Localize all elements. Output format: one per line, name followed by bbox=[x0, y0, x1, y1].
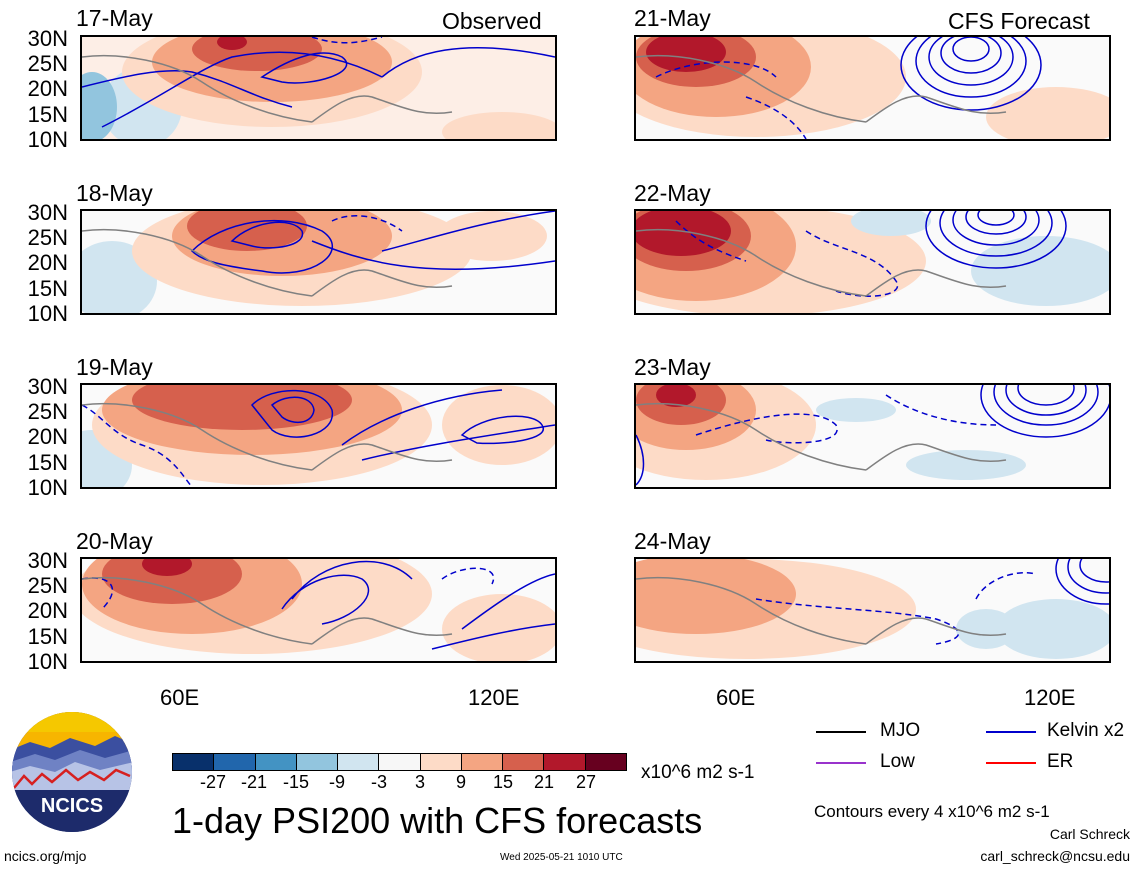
lat-label: 20N bbox=[27, 598, 68, 623]
lon-label: 120E bbox=[1024, 685, 1076, 710]
colorbar-tick: 9 bbox=[455, 772, 467, 792]
colorbar-swatch bbox=[173, 754, 214, 770]
panel-date: 24-May bbox=[634, 528, 711, 554]
colorbar-swatch bbox=[584, 754, 626, 770]
lon-label: 60E bbox=[716, 685, 756, 710]
colorbar-tick: 27 bbox=[575, 772, 597, 792]
panel-date: 23-May bbox=[634, 354, 711, 380]
legend-label-low: Low bbox=[880, 751, 915, 772]
lat-label: 25N bbox=[27, 51, 68, 76]
colorbar-tick: 15 bbox=[492, 772, 514, 792]
lat-label: 15N bbox=[27, 624, 68, 649]
map-21-may bbox=[634, 35, 1111, 141]
legend-label-mjo: MJO bbox=[880, 720, 921, 741]
map-18-may bbox=[80, 209, 557, 315]
colorbar-tick: -21 bbox=[240, 772, 268, 792]
panel-date: 17-May bbox=[76, 5, 153, 31]
lat-label: 20N bbox=[27, 424, 68, 449]
colorbar-swatch bbox=[213, 754, 255, 770]
legend-line-kelvin bbox=[986, 731, 1036, 733]
lat-label: 10N bbox=[27, 301, 68, 326]
colorbar-swatches bbox=[172, 753, 627, 771]
author-email[interactable]: carl_schreck@ncsu.edu bbox=[980, 848, 1130, 864]
colorbar-tick: 3 bbox=[414, 772, 426, 792]
lat-label: 30N bbox=[27, 374, 68, 399]
lat-label: 15N bbox=[27, 276, 68, 301]
colorbar-units: x10^6 m2 s-1 bbox=[641, 762, 755, 783]
colorbar-swatch bbox=[502, 754, 544, 770]
map-20-may bbox=[80, 557, 557, 663]
lat-label: 15N bbox=[27, 450, 68, 475]
map-17-may bbox=[80, 35, 557, 141]
author: Carl Schreck bbox=[1049, 826, 1130, 842]
legend-label-kelvin: Kelvin x2 bbox=[1047, 720, 1125, 741]
timestamp: Wed 2025-05-21 1010 UTC bbox=[500, 852, 623, 863]
colorbar-swatch bbox=[254, 754, 296, 770]
panel-date: 21-May bbox=[634, 5, 711, 31]
map-23-may bbox=[634, 383, 1111, 489]
cfs-forecast-label: CFS Forecast bbox=[948, 8, 1090, 34]
site-link[interactable]: ncics.org/mjo bbox=[4, 848, 87, 864]
figure-title: 1-day PSI200 with CFS forecasts bbox=[172, 800, 703, 841]
lat-label: 30N bbox=[27, 26, 68, 51]
contour-note: Contours every 4 x10^6 m2 s-1 bbox=[814, 802, 1050, 821]
lat-label: 30N bbox=[27, 200, 68, 225]
observed-label: Observed bbox=[442, 8, 542, 34]
panel-date: 22-May bbox=[634, 180, 711, 206]
colorbar-swatch bbox=[419, 754, 461, 770]
panel-date: 19-May bbox=[76, 354, 153, 380]
lon-label: 60E bbox=[160, 685, 200, 710]
lon-label: 120E bbox=[468, 685, 520, 710]
colorbar-tick: -9 bbox=[328, 772, 346, 792]
lat-label: 20N bbox=[27, 250, 68, 275]
lat-label: 20N bbox=[27, 76, 68, 101]
map-19-may bbox=[80, 383, 557, 489]
legend-line-er bbox=[986, 762, 1036, 764]
legend-line-low bbox=[816, 762, 866, 764]
lat-label: 10N bbox=[27, 127, 68, 152]
lat-label: 25N bbox=[27, 573, 68, 598]
logo-text: NCICS bbox=[41, 795, 103, 817]
lat-label: 25N bbox=[27, 225, 68, 250]
legend-line-mjo bbox=[816, 731, 866, 733]
colorbar-swatch bbox=[378, 754, 420, 770]
panel-date: 18-May bbox=[76, 180, 153, 206]
lat-label: 10N bbox=[27, 649, 68, 674]
colorbar-tick: 21 bbox=[533, 772, 555, 792]
colorbar-swatch bbox=[543, 754, 585, 770]
colorbar-tick: -15 bbox=[282, 772, 310, 792]
colorbar-swatch bbox=[337, 754, 379, 770]
colorbar-tick: -3 bbox=[370, 772, 388, 792]
lat-label: 15N bbox=[27, 102, 68, 127]
map-24-may bbox=[634, 557, 1111, 663]
lat-label: 10N bbox=[27, 475, 68, 500]
lat-label: 25N bbox=[27, 399, 68, 424]
colorbar-tick: -27 bbox=[199, 772, 227, 792]
panel-date: 20-May bbox=[76, 528, 153, 554]
map-22-may bbox=[634, 209, 1111, 315]
legend-label-er: ER bbox=[1047, 751, 1074, 772]
colorbar-swatch bbox=[460, 754, 503, 770]
lat-label: 30N bbox=[27, 548, 68, 573]
colorbar-swatch bbox=[295, 754, 338, 770]
ncics-logo: NCICS bbox=[10, 710, 134, 834]
